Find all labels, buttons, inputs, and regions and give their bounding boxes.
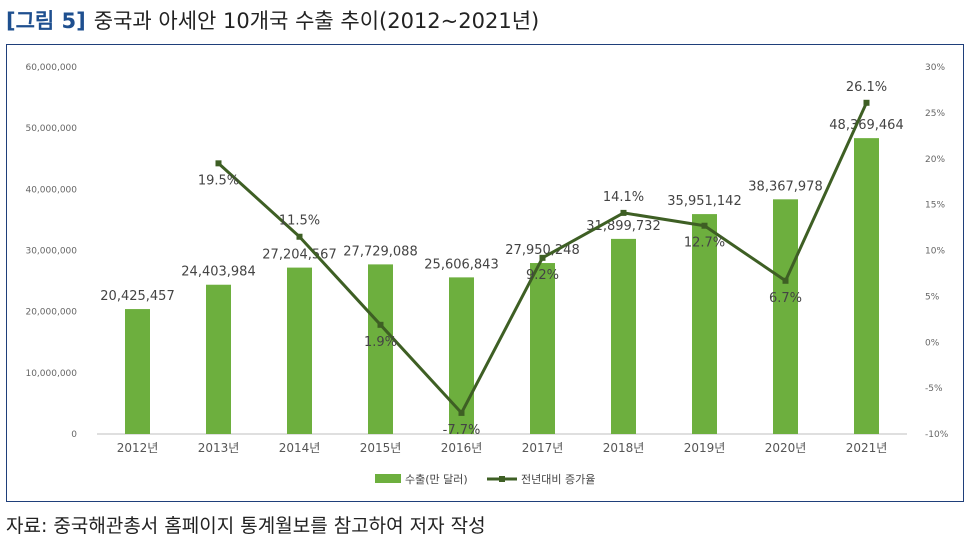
- x-tick-label: 2021년: [846, 441, 888, 455]
- bar: [449, 277, 474, 434]
- bar: [368, 264, 393, 434]
- legend-bar-swatch: [375, 474, 401, 483]
- chart-frame: 0 10,000,000 20,000,000 30,000,000 40,000,00…: [6, 44, 964, 502]
- y-right-tick-label: 5%: [925, 292, 940, 302]
- bar-data-label: 27,729,088: [343, 244, 417, 259]
- line-marker: [377, 321, 384, 328]
- figure-number: [그림 5]: [6, 9, 86, 33]
- bar-data-label: 24,403,984: [181, 265, 255, 280]
- y-right-tick-label: 30%: [925, 63, 945, 73]
- y-right-tick-label: 25%: [925, 109, 945, 119]
- bar: [206, 284, 231, 434]
- line-marker: [620, 209, 627, 216]
- legend-line-label: 전년대비 증가율: [521, 473, 595, 486]
- x-tick-label: 2018년: [603, 441, 645, 455]
- x-tick-label: 2015년: [360, 441, 402, 455]
- line-marker: [782, 277, 789, 284]
- line-data-label: 12.7%: [684, 236, 725, 251]
- bar-data-label: 25,606,843: [424, 257, 498, 272]
- line-marker: [701, 222, 708, 229]
- line-marker: [296, 233, 303, 240]
- line-marker: [215, 160, 222, 167]
- figure-title: [그림 5] 중국과 아세안 10개국 수출 추이(2012~2021년): [6, 6, 539, 36]
- bar: [611, 238, 636, 434]
- figure-caption: 중국과 아세안 10개국 수출 추이(2012~2021년): [93, 9, 540, 33]
- line-data-label: 14.1%: [603, 190, 644, 205]
- line-data-label: -7.7%: [443, 423, 481, 438]
- y-left-tick-label: 60,000,000: [25, 63, 77, 73]
- legend-line-marker: [499, 476, 505, 482]
- bar: [692, 214, 717, 434]
- source-note: 자료: 중국해관총서 홈페이지 통계월보를 참고하여 저자 작성: [6, 515, 486, 537]
- line-marker: [458, 409, 465, 416]
- x-tick-label: 2019년: [684, 441, 726, 455]
- y-right-tick-label: -5%: [925, 384, 943, 394]
- combo-chart: 0 10,000,000 20,000,000 30,000,000 40,000,00…: [25, 63, 949, 486]
- line-data-label: 9.2%: [526, 268, 559, 283]
- bar: [287, 267, 312, 434]
- y-right-tick-label: 0%: [925, 338, 940, 348]
- y-right-tick-label: 10%: [925, 247, 945, 257]
- bar: [854, 138, 879, 434]
- y-right-tick-label: 20%: [925, 155, 945, 165]
- y-left-tick-label: 10,000,000: [25, 369, 77, 379]
- bar: [530, 263, 555, 434]
- line-data-label: 26.1%: [846, 80, 887, 95]
- y-left-tick-label: 0: [71, 430, 77, 440]
- bar-data-label: 27,204,567: [262, 248, 336, 263]
- x-tick-label: 2014년: [279, 441, 321, 455]
- y-left-tick-label: 20,000,000: [25, 308, 77, 318]
- y-right-tick-label: -10%: [925, 430, 949, 440]
- y-left-tick-label: 30,000,000: [25, 247, 77, 257]
- bar: [773, 199, 798, 434]
- line-data-label: 19.5%: [198, 173, 239, 188]
- x-tick-label: 2013년: [198, 441, 240, 455]
- line-marker: [539, 254, 546, 261]
- bar-data-label: 35,951,142: [667, 194, 741, 209]
- x-tick-label: 2020년: [765, 441, 807, 455]
- bar: [125, 309, 150, 434]
- y-right-tick-label: 15%: [925, 201, 945, 211]
- line-data-label: 1.9%: [364, 335, 397, 350]
- bar-data-label: 48,369,464: [829, 118, 903, 133]
- x-tick-label: 2017년: [522, 441, 564, 455]
- bar-data-label: 38,367,978: [748, 179, 822, 194]
- bar-data-label: 20,425,457: [100, 289, 174, 304]
- line-data-label: 11.5%: [279, 214, 320, 229]
- legend-bar-label: 수출(만 달러): [405, 473, 468, 486]
- x-tick-label: 2012년: [117, 441, 159, 455]
- line-marker: [863, 99, 870, 106]
- x-tick-label: 2016년: [441, 441, 483, 455]
- y-left-tick-label: 50,000,000: [25, 124, 77, 134]
- y-left-tick-label: 40,000,000: [25, 185, 77, 195]
- line-data-label: 6.7%: [769, 291, 802, 306]
